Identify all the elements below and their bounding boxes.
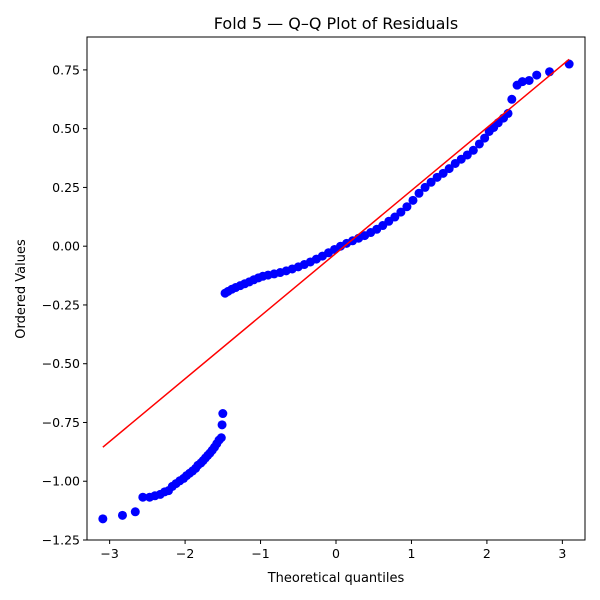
data-point: [218, 409, 228, 419]
data-point: [507, 94, 517, 104]
data-point: [420, 182, 430, 192]
data-point: [426, 177, 436, 187]
data-point: [117, 510, 127, 520]
y-tick-label: −0.50: [42, 356, 80, 371]
data-point: [216, 433, 226, 443]
data-point: [517, 77, 527, 87]
y-tick-label: 0.75: [52, 62, 80, 77]
data-point: [474, 139, 484, 149]
data-point: [462, 150, 472, 160]
x-axis: −3 −2 −1 0 1 2 3: [100, 540, 566, 561]
x-tick-label: −1: [251, 546, 269, 561]
y-axis-label: Ordered Values: [14, 239, 29, 339]
data-point: [564, 59, 574, 69]
x-axis-label: Theoretical quantiles: [267, 571, 405, 586]
data-point: [396, 207, 406, 217]
y-tick-label: 0.50: [52, 121, 80, 136]
data-point: [130, 507, 140, 517]
y-tick-label: 0.25: [52, 180, 80, 195]
data-point: [480, 133, 490, 143]
y-tick-label: −1.25: [42, 533, 80, 548]
reference-line: [102, 58, 570, 448]
data-point: [408, 195, 418, 205]
y-tick-label: −1.00: [42, 474, 80, 489]
data-point: [402, 202, 412, 212]
data-point: [98, 514, 108, 524]
x-tick-label: 1: [407, 546, 415, 561]
data-point: [390, 212, 400, 222]
chart-title: Fold 5 — Q–Q Plot of Residuals: [214, 14, 458, 33]
data-point: [217, 420, 227, 430]
x-tick-label: 0: [332, 546, 340, 561]
data-point: [444, 164, 454, 174]
x-tick-label: 2: [483, 546, 491, 561]
data-point: [532, 70, 542, 80]
y-axis: −1.25 −1.00 −0.75 −0.50 −0.25 0.00 0.25 0.50 0.7…: [42, 62, 87, 548]
data-point: [438, 168, 448, 178]
x-tick-label: −3: [100, 546, 118, 561]
y-tick-label: 0.00: [52, 239, 80, 254]
x-tick-label: −2: [176, 546, 194, 561]
data-point: [414, 188, 424, 198]
data-point: [468, 145, 478, 155]
data-point: [524, 75, 534, 85]
data-point: [138, 492, 148, 502]
plot-area: [86, 36, 586, 541]
y-tick-label: −0.75: [42, 415, 80, 430]
x-tick-label: 3: [558, 546, 566, 561]
y-tick-label: −0.25: [42, 297, 80, 312]
